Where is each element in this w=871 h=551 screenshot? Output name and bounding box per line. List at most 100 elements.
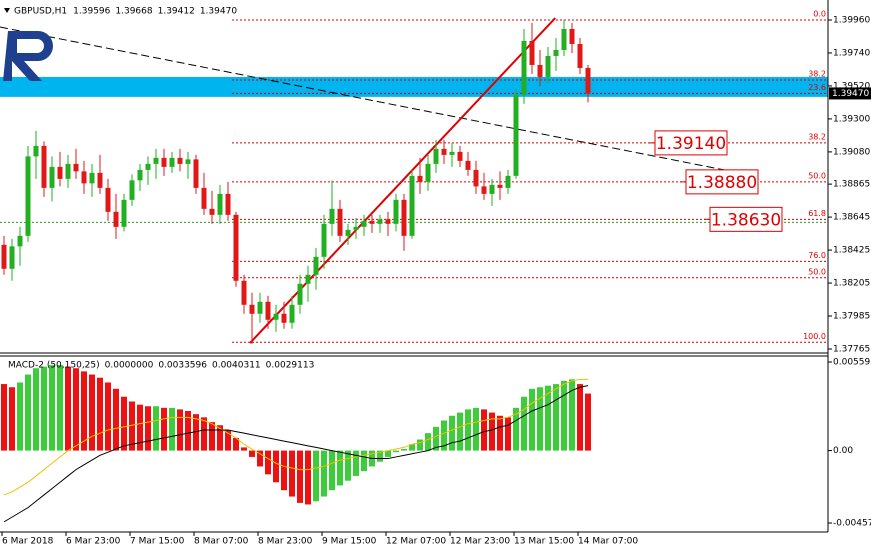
y-tick-label: 1.38865 (833, 180, 870, 190)
broker-logo (3, 31, 53, 81)
candle-body (249, 304, 255, 314)
y-tick-label: 1.37765 (833, 345, 870, 355)
candle-body (545, 55, 551, 77)
candle-body (505, 175, 511, 188)
x-tick-label: 9 Mar 15:00 (322, 537, 377, 547)
fib-level-label: 50.0 (808, 267, 826, 276)
macd-bar (529, 388, 535, 451)
fib-level-label: 0.0 (813, 9, 826, 18)
candle-body (225, 193, 231, 215)
indicator-value: 0.0033596 (158, 361, 207, 371)
macd-bar (65, 366, 71, 451)
y-tick-label: 1.39960 (833, 15, 870, 25)
macd-bar (537, 387, 543, 451)
current-price-marker (829, 87, 871, 100)
macd-bar (481, 409, 487, 451)
candle-body (137, 169, 143, 181)
indicator-value: 0.0040311 (212, 361, 261, 371)
candle-body (513, 94, 519, 176)
candle-body (321, 223, 327, 257)
macd-bar (225, 430, 231, 451)
macd-bar (425, 433, 431, 451)
candle-body (73, 163, 79, 172)
macd-bar (241, 447, 247, 451)
macd-bar (113, 388, 119, 451)
candle-body (273, 313, 279, 320)
y-tick-label: 1.38425 (833, 246, 870, 256)
candle-body (409, 175, 415, 236)
macd-bar (585, 393, 591, 451)
candle-body (241, 280, 247, 305)
candle-body (217, 193, 223, 215)
x-tick-label: 12 Mar 23:00 (450, 537, 510, 547)
macd-bar (321, 450, 327, 497)
macd-bar (417, 439, 423, 451)
macd-bar (265, 450, 271, 475)
candle-body (313, 256, 319, 275)
candle-body (561, 28, 567, 50)
candle-body (449, 151, 455, 155)
y-tick-label: 1.39080 (833, 147, 870, 157)
macd-bar (313, 450, 319, 502)
candle-body (97, 172, 103, 188)
macd-bar (233, 437, 239, 451)
macd-bar (577, 384, 583, 451)
fib-level-label: 100.0 (803, 332, 826, 341)
macd-bar (377, 450, 383, 462)
candle-body (465, 160, 471, 170)
y-tick-label: 1.37985 (833, 312, 870, 322)
y-tick-label: 1.39740 (833, 48, 870, 58)
fib-level-label: 50.0 (808, 171, 826, 180)
candle-body (257, 301, 263, 314)
y-tick-label: 0.005593 (833, 358, 871, 368)
macd-line (3, 378, 588, 496)
candle-body (145, 163, 151, 170)
current-price-label: 1.39470 (832, 89, 869, 99)
candle-body (329, 208, 335, 224)
macd-bar (273, 450, 279, 483)
candle-body (161, 157, 167, 167)
macd-bar (553, 384, 559, 451)
candle-body (121, 199, 127, 227)
candle-body (433, 148, 439, 164)
macd-bar (17, 382, 23, 451)
macd-bar (249, 450, 255, 457)
macd-bar (281, 450, 287, 491)
candle-body (113, 211, 119, 227)
candle-body (377, 219, 383, 224)
candle-body (569, 28, 575, 44)
candle-body (521, 40, 527, 95)
indicator-title: MACD-2 (50,150,25) (8, 361, 100, 371)
macd-bar (329, 450, 335, 491)
candle-body (297, 283, 303, 305)
macd-line (3, 385, 589, 523)
macd-bar (153, 406, 159, 451)
macd-bar (97, 377, 103, 451)
candle-body (537, 64, 543, 77)
x-tick-label: 12 Mar 07:00 (386, 537, 446, 547)
chart-title: GBPUSD,H1 (14, 7, 67, 17)
y-tick-label: 1.39520 (833, 81, 870, 91)
candle-body (425, 163, 431, 182)
candle-body (345, 229, 351, 236)
macd-bar (521, 396, 527, 451)
macd-bar (361, 450, 367, 472)
candle-body (489, 184, 495, 194)
macd-bar (353, 450, 359, 476)
candle-body (81, 171, 87, 184)
candle-body (41, 145, 47, 188)
header-value: 1.39668 (115, 7, 152, 17)
annotation-label: 1.38630 (711, 210, 781, 230)
macd-bar (401, 449, 407, 451)
x-tick-label: 7 Mar 15:00 (130, 537, 185, 547)
macd-bar (177, 409, 183, 451)
macd-bar (49, 365, 55, 451)
candle-body (105, 187, 111, 212)
candle-body (385, 219, 391, 224)
candle-body (33, 145, 39, 157)
fib-level-label: 38.2 (808, 69, 826, 78)
macd-bar (89, 374, 95, 451)
macd-bar (25, 374, 31, 451)
candle-body (289, 304, 295, 323)
macd-bar (193, 414, 199, 451)
